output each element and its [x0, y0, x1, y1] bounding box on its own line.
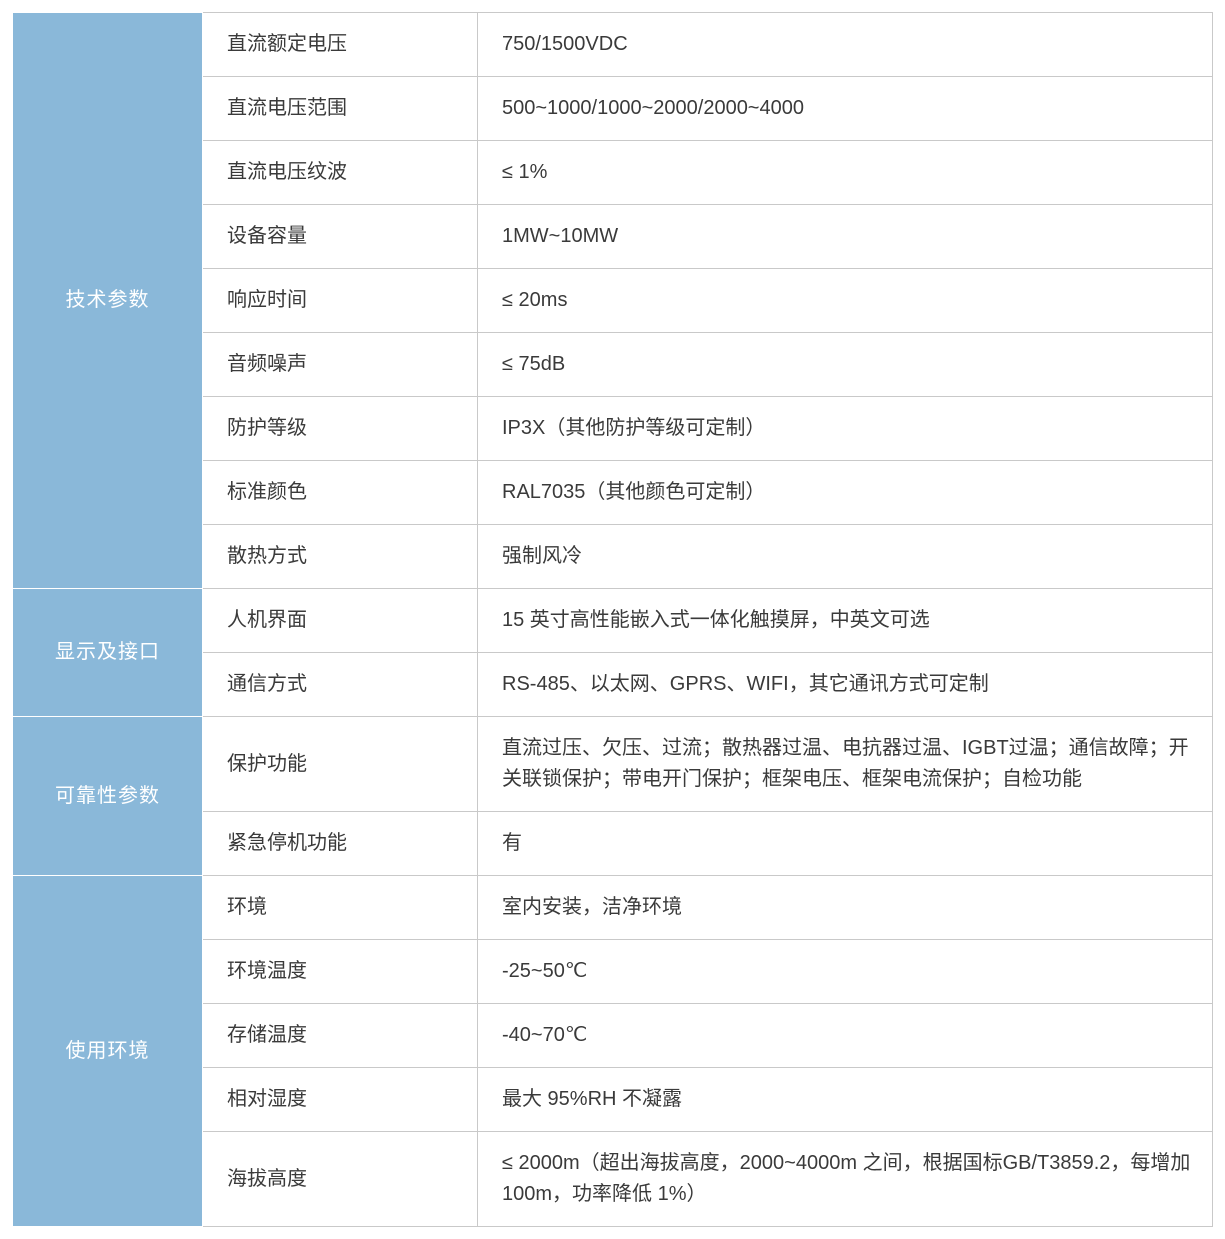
param-cell: 环境 — [203, 876, 478, 940]
value-cell: 500~1000/1000~2000/2000~4000 — [478, 77, 1213, 141]
value-cell: 750/1500VDC — [478, 13, 1213, 77]
value-cell: IP3X（其他防护等级可定制） — [478, 397, 1213, 461]
value-cell: ≤ 2000m（超出海拔高度，2000~4000m 之间，根据国标GB/T385… — [478, 1132, 1213, 1227]
param-cell: 防护等级 — [203, 397, 478, 461]
category-cell: 可靠性参数 — [13, 717, 203, 876]
value-cell: 最大 95%RH 不凝露 — [478, 1068, 1213, 1132]
category-cell: 技术参数 — [13, 13, 203, 589]
spec-table: 技术参数 直流额定电压 750/1500VDC 直流电压范围 500~1000/… — [12, 12, 1213, 1227]
value-cell: RS-485、以太网、GPRS、WIFI，其它通讯方式可定制 — [478, 653, 1213, 717]
table-row: 技术参数 直流额定电压 750/1500VDC — [13, 13, 1213, 77]
param-cell: 响应时间 — [203, 269, 478, 333]
value-cell: 强制风冷 — [478, 525, 1213, 589]
value-cell: 1MW~10MW — [478, 205, 1213, 269]
param-cell: 直流额定电压 — [203, 13, 478, 77]
param-cell: 散热方式 — [203, 525, 478, 589]
param-cell: 设备容量 — [203, 205, 478, 269]
param-cell: 人机界面 — [203, 589, 478, 653]
value-cell: 有 — [478, 812, 1213, 876]
value-cell: 15 英寸高性能嵌入式一体化触摸屏，中英文可选 — [478, 589, 1213, 653]
param-cell: 音频噪声 — [203, 333, 478, 397]
param-cell: 通信方式 — [203, 653, 478, 717]
category-cell: 显示及接口 — [13, 589, 203, 717]
value-cell: 室内安装，洁净环境 — [478, 876, 1213, 940]
value-cell: RAL7035（其他颜色可定制） — [478, 461, 1213, 525]
param-cell: 标准颜色 — [203, 461, 478, 525]
param-cell: 环境温度 — [203, 940, 478, 1004]
param-cell: 直流电压纹波 — [203, 141, 478, 205]
category-cell: 使用环境 — [13, 876, 203, 1227]
table-row: 显示及接口 人机界面 15 英寸高性能嵌入式一体化触摸屏，中英文可选 — [13, 589, 1213, 653]
value-cell: -25~50℃ — [478, 940, 1213, 1004]
table-row: 可靠性参数 保护功能 直流过压、欠压、过流；散热器过温、电抗器过温、IGBT过温… — [13, 717, 1213, 812]
value-cell: ≤ 1% — [478, 141, 1213, 205]
param-cell: 直流电压范围 — [203, 77, 478, 141]
value-cell: 直流过压、欠压、过流；散热器过温、电抗器过温、IGBT过温；通信故障；开关联锁保… — [478, 717, 1213, 812]
param-cell: 相对湿度 — [203, 1068, 478, 1132]
param-cell: 海拔高度 — [203, 1132, 478, 1227]
value-cell: ≤ 20ms — [478, 269, 1213, 333]
param-cell: 紧急停机功能 — [203, 812, 478, 876]
param-cell: 保护功能 — [203, 717, 478, 812]
param-cell: 存储温度 — [203, 1004, 478, 1068]
value-cell: ≤ 75dB — [478, 333, 1213, 397]
table-row: 使用环境 环境 室内安装，洁净环境 — [13, 876, 1213, 940]
value-cell: -40~70℃ — [478, 1004, 1213, 1068]
spec-table-body: 技术参数 直流额定电压 750/1500VDC 直流电压范围 500~1000/… — [13, 13, 1213, 1227]
